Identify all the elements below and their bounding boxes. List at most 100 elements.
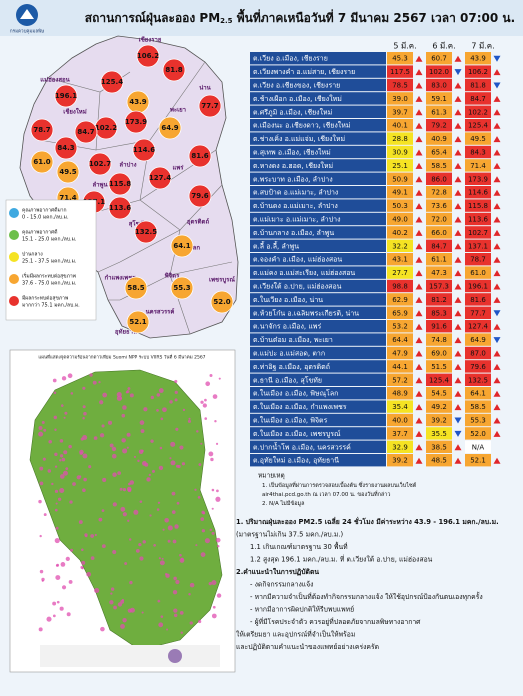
value: 125.4 — [429, 376, 450, 384]
hotspot-dot — [148, 473, 151, 477]
trend-up — [415, 82, 423, 89]
station-name: ต.เวียงพางคำ อ.แม่สาย, เชียงราย — [253, 68, 355, 76]
station-cell — [250, 373, 386, 386]
hotspot-dot — [170, 441, 176, 447]
trend-up — [415, 444, 423, 451]
province-label: เพชรบูรณ์ — [209, 276, 235, 285]
value-cell — [387, 92, 413, 105]
trend-up — [493, 457, 501, 464]
hotspot-dot — [90, 556, 95, 561]
station-value: 79.6 — [191, 192, 208, 200]
station-circle — [54, 84, 78, 108]
hotspot-dot — [170, 460, 176, 466]
station-name: ต.ช้างเผือก อ.เมือง, เชียงใหม่ — [253, 94, 342, 103]
hotspot-dot — [54, 489, 59, 493]
value: 102.2 — [468, 108, 488, 116]
hotspot-dot — [160, 417, 164, 421]
trend-up — [493, 430, 501, 437]
hotspot-dot — [208, 451, 214, 457]
hotspot-dot — [72, 482, 76, 486]
hotspot-dot — [43, 513, 47, 517]
hotspot-dot — [182, 408, 186, 412]
hotspot-dot — [165, 573, 170, 578]
value: 25.1 — [392, 162, 408, 170]
hotspot-dot — [189, 582, 195, 588]
station-cell — [250, 306, 386, 319]
summary-line: 1.1 เกินเกณฑ์มาตรฐาน 30 พื้นที่ — [250, 541, 348, 551]
value-cell — [426, 172, 452, 185]
trend-up — [415, 377, 423, 384]
hotspot-dot — [187, 419, 191, 423]
station-name: ต.อุทัยใหม่ อ.เมือง, อุทัยธานี — [253, 456, 339, 465]
trend-up — [415, 256, 423, 263]
value: 37.7 — [392, 430, 408, 438]
value-cell — [426, 454, 452, 467]
hotspot-dot — [200, 552, 206, 558]
note-line: 2. N/A ไม่มีข้อมูล — [262, 500, 305, 507]
station-circle — [148, 166, 172, 190]
trend-up — [415, 216, 423, 223]
trend-up — [454, 243, 462, 250]
station-cell — [250, 65, 386, 78]
station-cell — [250, 279, 386, 293]
hotspot-dot — [63, 450, 68, 455]
province-label: เชียงราย — [139, 36, 162, 44]
value-cell — [387, 52, 413, 65]
hotspot-dot — [82, 386, 86, 390]
value-cell — [465, 52, 491, 65]
hotspot-dot — [129, 480, 135, 485]
station-cell — [250, 105, 386, 118]
hotspot-dot — [216, 489, 219, 493]
value-cell — [387, 346, 413, 360]
value: 39.0 — [392, 95, 408, 103]
station-circle — [30, 150, 54, 174]
value: 32.9 — [392, 443, 408, 451]
trend-up — [415, 122, 423, 129]
value: 55.3 — [470, 417, 486, 425]
legend-name: มีผลกระทบต่อสุขภาพ — [22, 295, 68, 302]
summary-line: (มาตรฐานไม่เกิน 37.5 มคก./ลบ.ม.) — [236, 531, 344, 539]
legend-name: คุณภาพอากาศดีมาก — [22, 207, 67, 214]
station-value: 77.7 — [201, 102, 218, 110]
hotspot-caption: แผนที่แสดงจุดความร้อนจากดาวเทียม Suomi N… — [38, 354, 205, 361]
station-circle — [74, 120, 98, 144]
legend-box — [5, 199, 97, 321]
value: 84.3 — [470, 149, 486, 157]
hotspot-dot — [167, 525, 173, 531]
value: 64.1 — [470, 390, 486, 398]
hotspot-dot — [160, 615, 164, 618]
trend-up — [454, 363, 462, 370]
value: 62.9 — [392, 296, 408, 304]
hotspot-dot — [88, 465, 92, 469]
value: 49.5 — [470, 135, 486, 143]
value: 61.3 — [431, 108, 447, 116]
trend-up — [493, 136, 501, 143]
station-value: 127.4 — [149, 174, 171, 182]
trend-up — [454, 203, 462, 210]
station-cell — [250, 92, 386, 105]
value: 65.4 — [431, 149, 447, 157]
value: 47.9 — [392, 350, 408, 358]
value: 72.0 — [431, 216, 447, 224]
hotspot-dot — [204, 417, 208, 420]
hotspot-dot — [69, 500, 73, 504]
trend-up — [493, 69, 501, 76]
hotspot-dot — [61, 376, 67, 381]
hotspot-dot — [158, 388, 164, 393]
hotspot-dot — [121, 413, 126, 418]
station-value: 71.4 — [59, 194, 76, 202]
value: 106.2 — [468, 68, 488, 76]
legend-name: เริ่มมีผลกระทบต่อสุขภาพ — [22, 273, 76, 280]
trend-up — [493, 404, 501, 411]
trend-up — [493, 229, 501, 236]
value: 98.8 — [392, 283, 408, 291]
trend-up — [454, 229, 462, 236]
hotspots — [38, 373, 222, 634]
hotspot-dot — [133, 455, 137, 458]
station-cell — [250, 78, 386, 92]
value: 71.4 — [470, 162, 486, 170]
legend-swatch — [9, 274, 19, 284]
trend-up — [454, 337, 462, 344]
hotspot-dot — [209, 528, 213, 532]
